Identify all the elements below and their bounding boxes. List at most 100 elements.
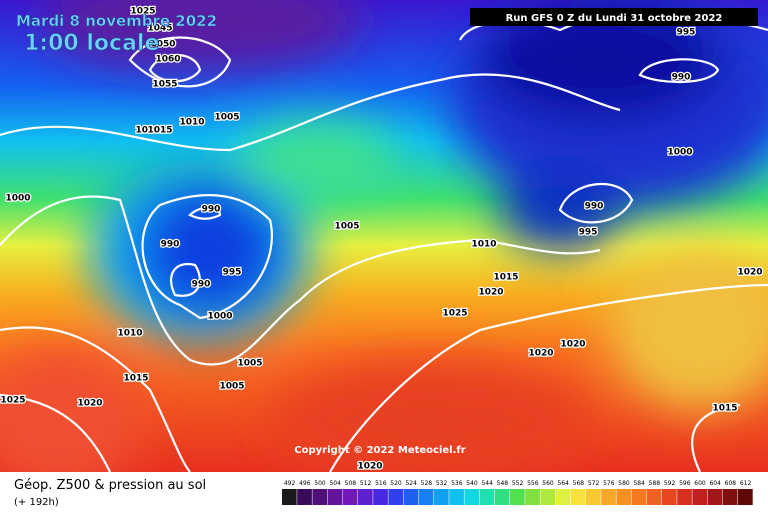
isobar-label: 1025 [442,309,467,319]
isobar-label: 1000 [207,312,232,322]
legend-label: 604 [709,480,721,487]
isobar-label: 1020 [77,399,102,409]
legend-label: 556 [527,480,539,487]
isobar-label: 1050 [150,40,175,50]
isobar-label: 1045 [147,24,172,34]
field [0,0,768,490]
footer-title: Géop. Z500 & pression au sol [14,478,206,493]
legend-label: 572 [588,480,600,487]
legend-label: 524 [405,480,417,487]
legend-label: 496 [299,480,311,487]
isobar-label: 1005 [214,113,239,123]
isobar-label: 1005 [334,222,359,232]
isobar-label: 1010 [117,329,142,339]
isobar-label: 1020 [478,288,503,298]
isobar-label: 990 [161,240,180,250]
map-time: 1:00 locale [24,31,159,56]
legend-swatch [434,489,449,505]
legend-label: 596 [679,480,691,487]
isobar-label: 1020 [357,462,382,472]
legend-label: 544 [481,480,493,487]
legend-swatch [646,489,662,505]
isobar-label: 1015 [493,273,518,283]
isobar-label: 1015 [147,126,172,136]
legend-label: 584 [633,480,645,487]
isobar-label: 995 [579,228,598,238]
legend-swatch [449,489,464,505]
legend-swatch [662,489,677,505]
isobar-label: 1055 [152,80,177,90]
legend-swatch [327,489,343,505]
legend-swatch [692,489,708,505]
map-date: Mardi 8 novembre 2022 [16,12,217,30]
legend-label: 560 [542,480,554,487]
legend-label: 576 [603,480,615,487]
legend-swatch [586,489,601,505]
legend-label: 580 [618,480,630,487]
copyright: Copyright © 2022 Meteociel.fr [294,445,465,456]
legend-swatch [540,489,556,505]
isobar-label: 1000 [5,194,30,204]
legend-swatch [494,489,510,505]
legend-swatch [282,489,297,505]
isobar-label: 1005 [219,382,244,392]
legend-label: 536 [451,480,463,487]
legend-label: 600 [694,480,706,487]
legend-label: 540 [466,480,478,487]
isobar-label: 990 [585,202,604,212]
isobar-label: 1025 [0,396,25,406]
legend-label: 608 [725,480,737,487]
legend-swatch [738,489,753,505]
isobar-label: 1020 [560,340,585,350]
legend-label: 588 [649,480,661,487]
isobar-label: 1005 [237,359,262,369]
legend-label: 508 [345,480,357,487]
legend-label: 564 [557,480,569,487]
isobar-label: 995 [223,268,242,278]
isobar-label: 1025 [130,7,155,17]
isobar-label: 1020 [528,349,553,359]
legend-swatch [418,489,434,505]
legend-swatch [707,489,723,505]
isobar-label: 990 [192,280,211,290]
legend-label: 532 [436,480,448,487]
legend-swatch [601,489,616,505]
legend-label: 552 [512,480,524,487]
footer-lead: (+ 192h) [14,497,59,508]
legend-swatch [525,489,540,505]
isobar-label: 1015 [712,404,737,414]
isobar-label: 1020 [737,268,762,278]
legend-swatch [312,489,328,505]
legend-label: 516 [375,480,387,487]
legend-swatch [358,489,373,505]
color-legend: 492 496 500 504 508 512 516 520 524 528 532 536 540 5… [282,480,753,505]
legend-swatch [342,489,358,505]
legend-swatch [677,489,692,505]
legend-label: 548 [497,480,509,487]
isobar-label: 1000 [667,148,692,158]
legend-swatch [403,489,419,505]
legend-swatch [616,489,632,505]
legend-label: 504 [329,480,341,487]
isobar-label: 995 [677,28,696,38]
legend-label: 568 [573,480,585,487]
legend-label: 520 [390,480,402,487]
legend-swatch [297,489,312,505]
legend-label: 512 [360,480,372,487]
legend-swatch [373,489,388,505]
legend-swatch [479,489,495,505]
legend-swatch [510,489,525,505]
legend-label: 528 [421,480,433,487]
legend-swatch [464,489,480,505]
isobar-label: 990 [202,205,221,215]
isobar-label: 1060 [155,55,180,65]
isobar-label: 990 [672,73,691,83]
legend-label: 612 [740,480,752,487]
legend-label: 492 [284,480,296,487]
isobar-label: 1020 [135,126,160,136]
legend-swatch [631,489,647,505]
legend-swatch [722,489,738,505]
isobar-label: 1010 [471,240,496,250]
